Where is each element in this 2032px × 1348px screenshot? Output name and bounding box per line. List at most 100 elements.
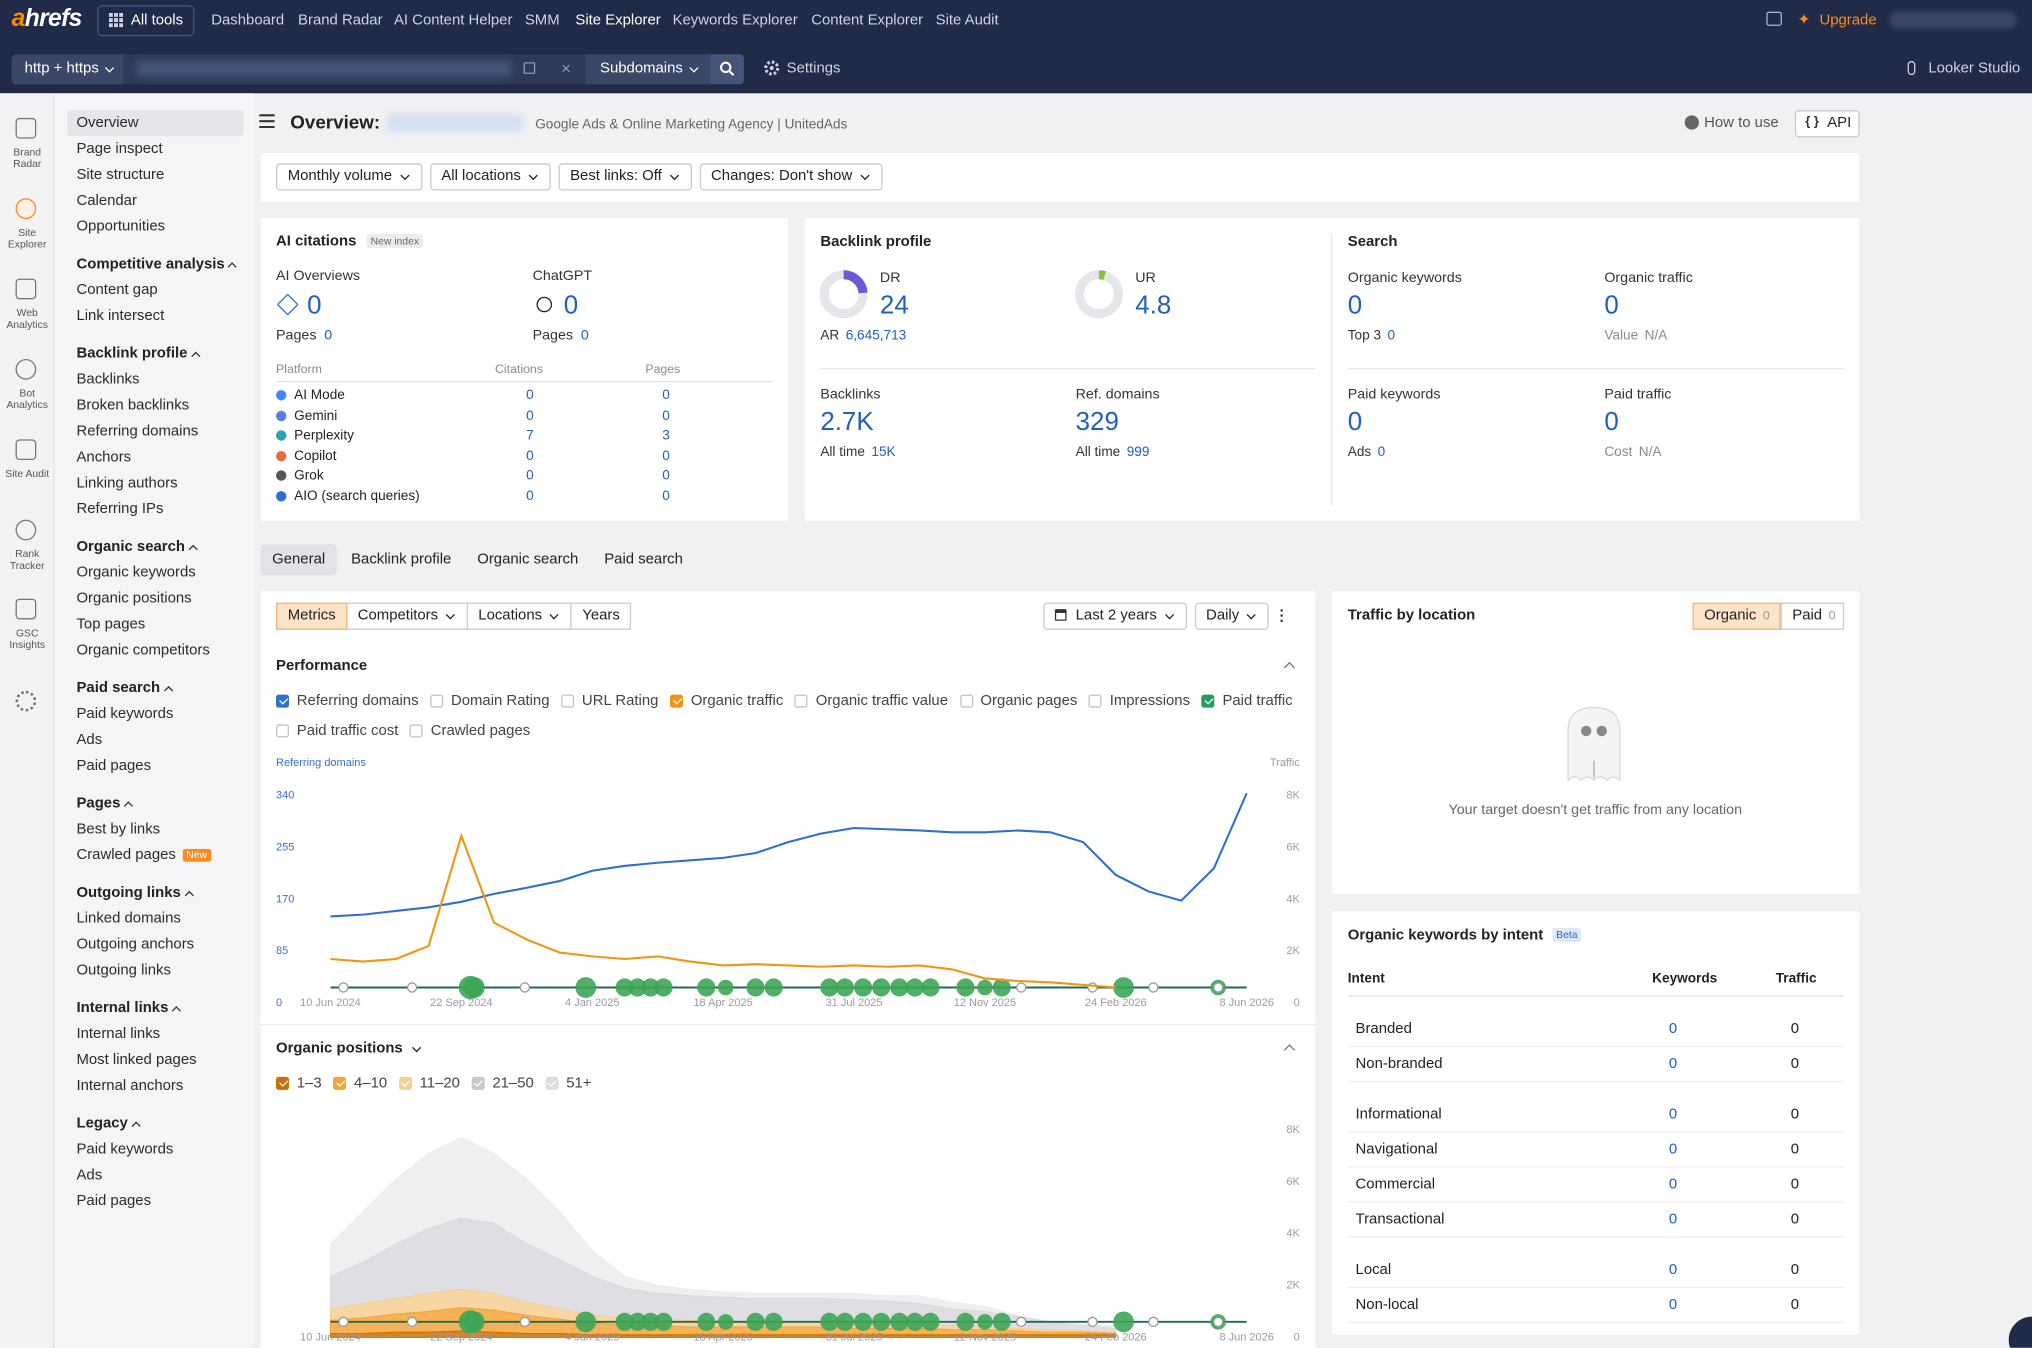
keywords[interactable]: 0 <box>1668 1176 1678 1193</box>
sidebar-group[interactable]: Competitive analysis <box>76 255 237 273</box>
sidebar-item[interactable]: Linking authors <box>76 475 178 492</box>
sidebar-group[interactable]: Pages <box>76 794 133 812</box>
toggle[interactable]: Paid 0 <box>1780 602 1845 630</box>
keywords[interactable]: 0 <box>1668 1021 1678 1037</box>
help-widget[interactable] <box>2008 1316 2032 1348</box>
looker-studio-link[interactable]: Looker Studio <box>1928 60 2021 77</box>
sidebar-item[interactable]: Organic keywords <box>76 565 196 581</box>
metric-value[interactable]: 329 <box>1075 408 1119 437</box>
filter-button[interactable]: All locations <box>429 163 551 191</box>
rail-icon[interactable] <box>15 519 37 541</box>
sidebar-item[interactable]: Outgoing anchors <box>76 936 195 953</box>
citations[interactable]: 0 <box>526 447 534 464</box>
citations[interactable]: 0 <box>526 467 534 484</box>
sidebar-item[interactable]: Backlinks <box>76 371 140 388</box>
metric-checkbox[interactable]: Referring domains <box>276 691 419 710</box>
rail-label[interactable]: GSC Insights <box>9 627 46 650</box>
nav-item[interactable]: Content Explorer <box>811 12 924 29</box>
sidebar-item[interactable]: Top pages <box>76 616 146 633</box>
sidebar-item[interactable]: Site structure <box>76 167 165 183</box>
segment[interactable]: Years <box>570 602 632 630</box>
sidebar-item[interactable]: Ads <box>76 732 103 748</box>
rail-icon[interactable] <box>15 358 37 380</box>
sidebar-item[interactable]: Ads <box>76 1167 103 1184</box>
citations[interactable]: 0 <box>526 407 534 424</box>
citations[interactable]: 7 <box>526 427 534 444</box>
sidebar-item[interactable]: Best by links <box>76 821 161 838</box>
sidebar-item[interactable]: Referring IPs <box>76 501 164 518</box>
nav-item[interactable]: AI Content Helper <box>393 12 513 29</box>
sidebar-group[interactable]: Outgoing links <box>76 884 193 902</box>
filter-button[interactable]: Changes: Don't show <box>699 163 883 191</box>
target-url-blurred[interactable] <box>136 60 512 77</box>
how-to-use-link[interactable]: How to use <box>1704 115 1779 131</box>
segment[interactable]: Locations <box>466 602 572 630</box>
clear-icon[interactable]: × <box>561 58 571 78</box>
keywords[interactable]: 0 <box>1668 1056 1678 1072</box>
nav-item[interactable]: Site Audit <box>935 12 999 29</box>
interval-select[interactable]: Daily <box>1194 602 1269 630</box>
search-button[interactable] <box>710 54 744 85</box>
nav-item[interactable]: Brand Radar <box>298 12 383 29</box>
metric-value[interactable]: 4.8 <box>1135 291 1172 321</box>
sidebar-item[interactable]: Crawled pages New <box>76 846 211 864</box>
filter-button[interactable]: Monthly volume <box>276 163 422 191</box>
sidebar-item[interactable]: Organic competitors <box>76 642 210 659</box>
nav-item[interactable]: Keywords Explorer <box>672 12 798 29</box>
keywords[interactable]: 0 <box>1668 1141 1678 1158</box>
segment[interactable]: Competitors <box>346 602 468 630</box>
tab[interactable]: General <box>260 544 337 576</box>
sidebar-item[interactable]: Opportunities <box>76 219 166 235</box>
keywords[interactable]: 0 <box>1668 1106 1678 1123</box>
sidebar-item[interactable]: Link intersect <box>76 308 165 324</box>
range-select[interactable]: Last 2 years <box>1043 602 1187 630</box>
rail-icon[interactable] <box>15 198 37 220</box>
sidebar-item[interactable]: Linked domains <box>76 911 181 927</box>
api-button[interactable] <box>1794 110 1860 138</box>
legend-checkbox[interactable]: 4–10 <box>333 1073 387 1092</box>
sidebar-item[interactable]: Internal anchors <box>76 1078 184 1094</box>
nav-item[interactable]: Site Explorer <box>575 12 661 29</box>
metric-value[interactable]: 2.7K <box>820 408 874 437</box>
metric-value[interactable]: 0 <box>1604 408 1619 437</box>
rail-label[interactable]: Site Audit <box>5 467 50 480</box>
all-tools-button[interactable] <box>97 5 195 37</box>
rail-icon[interactable] <box>15 117 37 139</box>
rail-icon[interactable] <box>15 439 37 461</box>
metric-checkbox[interactable]: Organic traffic <box>670 691 783 710</box>
sidebar-group[interactable]: Internal links <box>76 999 181 1017</box>
metric-value[interactable]: 0 <box>1347 291 1363 321</box>
sidebar-item[interactable]: Paid keywords <box>76 1141 174 1158</box>
metric-checkbox[interactable]: URL Rating <box>561 691 658 710</box>
account-blurred[interactable] <box>1889 11 2017 29</box>
metric-checkbox[interactable]: Impressions <box>1088 691 1190 710</box>
pages[interactable]: 0 <box>662 387 670 404</box>
metric-checkbox[interactable]: Paid traffic cost <box>276 721 398 740</box>
segment[interactable]: Metrics <box>276 602 348 630</box>
metric-checkbox[interactable]: Crawled pages <box>410 721 530 740</box>
tab[interactable]: Backlink profile <box>351 552 452 568</box>
rail-settings[interactable] <box>15 690 37 712</box>
sidebar-group[interactable]: Organic search <box>76 538 197 556</box>
keywords[interactable]: 0 <box>1668 1211 1678 1228</box>
sidebar-group[interactable]: Paid search <box>76 679 173 697</box>
legend-checkbox[interactable]: 11–20 <box>398 1073 460 1092</box>
settings-link[interactable]: Settings <box>786 60 841 77</box>
toggle[interactable]: Organic 0 <box>1692 602 1781 630</box>
sidebar-item[interactable]: Content gap <box>76 282 158 299</box>
legend-checkbox[interactable]: 51+ <box>545 1073 591 1092</box>
pages[interactable]: 3 <box>662 427 670 444</box>
logo[interactable]: ahrefs <box>11 5 83 33</box>
tab[interactable]: Paid search <box>604 552 683 568</box>
legend-checkbox[interactable]: 1–3 <box>276 1073 322 1092</box>
sidebar-item[interactable]: Page inspect <box>76 141 163 157</box>
filter-button[interactable]: Best links: Off <box>558 163 692 191</box>
sidebar-item[interactable]: Outgoing links <box>76 962 171 979</box>
metric-checkbox[interactable]: Paid traffic <box>1201 691 1293 710</box>
section-title[interactable]: Organic positions <box>276 1039 421 1057</box>
rail-icon[interactable] <box>15 598 37 620</box>
pages[interactable]: 0 <box>662 407 670 424</box>
keywords[interactable]: 0 <box>1668 1262 1678 1278</box>
rail-icon[interactable] <box>15 278 37 300</box>
citations[interactable]: 0 <box>526 487 534 504</box>
